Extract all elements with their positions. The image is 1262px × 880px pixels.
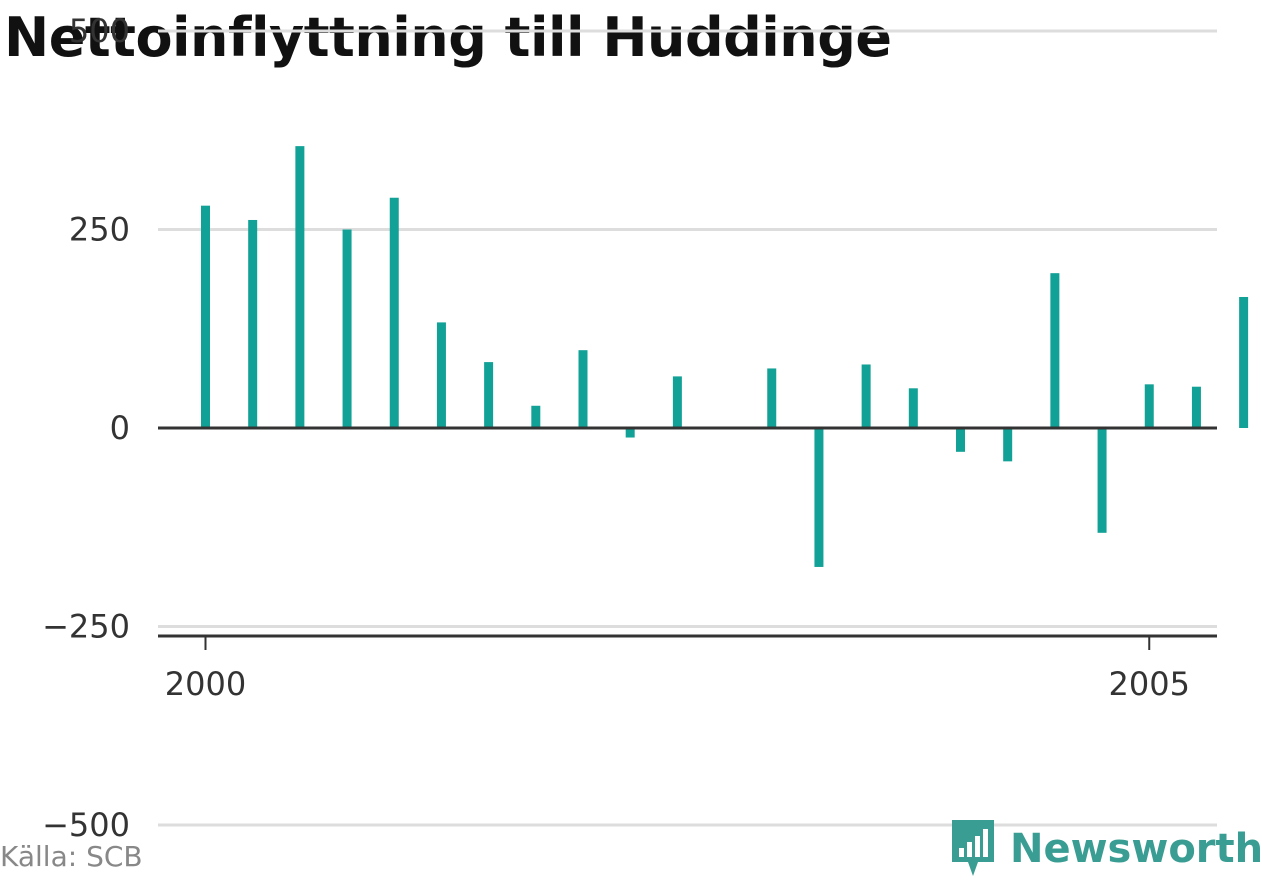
bar (531, 405, 541, 428)
bar (672, 376, 682, 428)
grid-lines (158, 29, 1217, 827)
bar (248, 219, 258, 428)
bar (1191, 386, 1201, 428)
bar (767, 368, 777, 428)
x-tick-label: 2000 (165, 665, 246, 703)
bar (342, 229, 352, 428)
brand-name: Newsworthy (1010, 826, 1262, 872)
bar (389, 197, 399, 428)
bar (1239, 296, 1249, 428)
bar (436, 322, 446, 428)
y-tick-label: 0 (110, 409, 130, 447)
source-note: Källa: SCB (0, 840, 143, 873)
y-tick-label: −250 (42, 608, 130, 646)
y-tick-label: 500 (69, 12, 130, 50)
bar (201, 205, 210, 428)
bar (814, 428, 824, 567)
bar (1050, 273, 1060, 428)
x-tick-label: 2005 (1109, 665, 1190, 703)
bar (908, 388, 918, 428)
bar (861, 364, 871, 428)
y-tick-label: −500 (42, 806, 130, 844)
chart-title: Nettoinflyttning till Huddinge (4, 6, 892, 69)
bar (956, 428, 965, 452)
newsworthy-logo-icon (952, 820, 994, 876)
bar (1003, 428, 1013, 462)
brand-logo[interactable]: Newsworthy (948, 818, 1262, 880)
bar (578, 350, 588, 428)
bar (625, 428, 635, 438)
axes (158, 426, 1217, 650)
y-tick-label: 250 (69, 211, 130, 249)
x-tick-labels: 200020052010201520202025 (165, 665, 1190, 703)
bar (1097, 428, 1107, 533)
bar (1144, 384, 1154, 428)
y-tick-labels: 500 250 0 −250 −500 (42, 12, 130, 844)
bar (295, 146, 305, 428)
bars (201, 146, 1249, 567)
bar (484, 362, 494, 428)
